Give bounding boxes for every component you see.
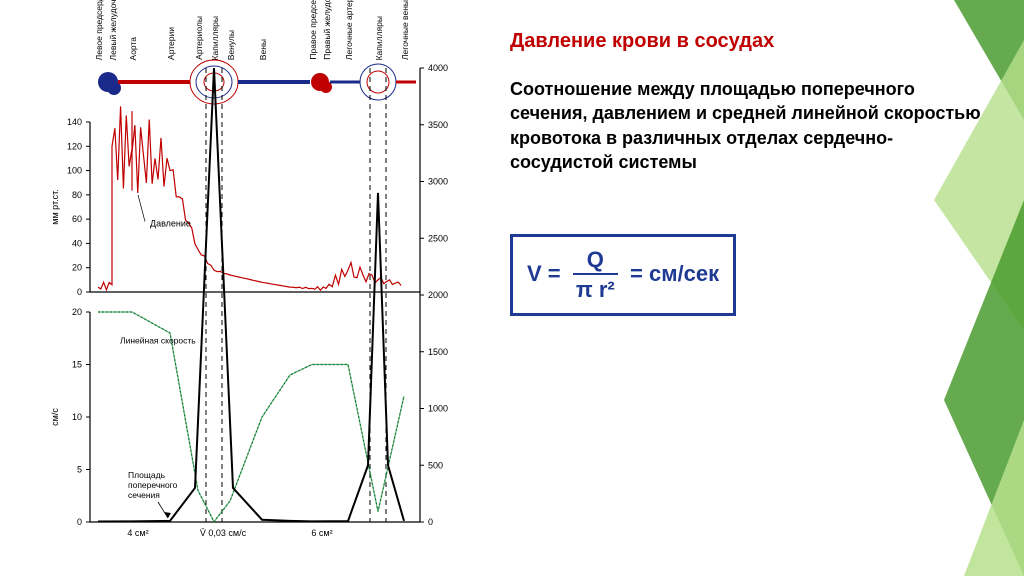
svg-text:см/с: см/с: [50, 408, 60, 426]
svg-text:V̄ 0,03 см/с: V̄ 0,03 см/с: [200, 528, 247, 538]
svg-text:140: 140: [67, 117, 82, 127]
svg-text:20: 20: [72, 307, 82, 317]
svg-text:0: 0: [77, 517, 82, 527]
svg-text:Линейная скорость: Линейная скорость: [120, 336, 196, 346]
svg-text:2500: 2500: [428, 233, 448, 243]
svg-text:20: 20: [72, 263, 82, 273]
svg-text:3500: 3500: [428, 120, 448, 130]
svg-text:Давление: Давление: [150, 218, 191, 228]
svg-text:2000: 2000: [428, 290, 448, 300]
page-title: Давление крови в сосудах: [510, 30, 994, 53]
svg-text:поперечного: поперечного: [128, 480, 178, 490]
svg-text:3000: 3000: [428, 177, 448, 187]
formula-lhs: V =: [527, 261, 561, 286]
svg-text:4 см²: 4 см²: [127, 528, 148, 538]
svg-text:40: 40: [72, 238, 82, 248]
description-text: Соотношение между площадью поперечного с…: [510, 77, 994, 174]
physiology-chart: 0 20 40 60 80 100 120 140 мм рт.ст. Давление 0 5 10 1…: [0, 0, 480, 560]
svg-text:0: 0: [428, 517, 433, 527]
svg-text:100: 100: [67, 166, 82, 176]
svg-text:80: 80: [72, 190, 82, 200]
svg-text:120: 120: [67, 141, 82, 151]
svg-text:4000: 4000: [428, 63, 448, 73]
formula-denominator: π r²: [573, 275, 618, 303]
formula-rhs: = см/сек: [630, 261, 719, 286]
svg-text:10: 10: [72, 412, 82, 422]
svg-text:мм рт.ст.: мм рт.ст.: [50, 189, 60, 224]
velocity-formula: V = Q π r² = см/сек: [510, 234, 736, 316]
svg-text:Площадь: Площадь: [128, 470, 166, 480]
svg-text:60: 60: [72, 214, 82, 224]
svg-text:15: 15: [72, 360, 82, 370]
svg-text:сечения: сечения: [128, 490, 160, 500]
svg-text:1000: 1000: [428, 404, 448, 414]
svg-text:500: 500: [428, 460, 443, 470]
svg-text:6 см²: 6 см²: [311, 528, 332, 538]
svg-text:1500: 1500: [428, 347, 448, 357]
svg-text:5: 5: [77, 465, 82, 475]
chart-panel: Левое предсердиеЛевый желудочекАортаАрте…: [0, 0, 480, 576]
svg-text:0: 0: [77, 287, 82, 297]
formula-numerator: Q: [573, 247, 618, 275]
